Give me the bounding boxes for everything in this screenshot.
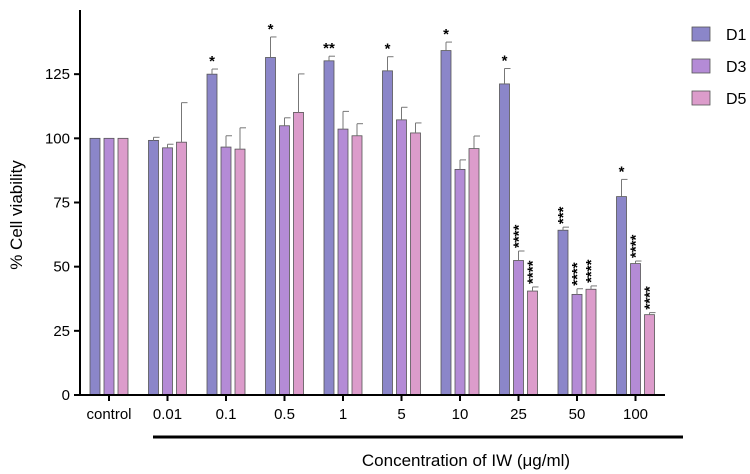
x-tick-label: 0.1 [216,406,237,423]
legend-label: D5 [726,91,747,108]
significance-marker: **** [583,259,600,283]
significance-marker: **** [525,260,542,284]
x-tick-label: 10 [452,406,469,423]
bar [323,60,335,396]
x-tick-label: 0.5 [274,406,295,423]
bar [234,148,246,396]
bar [220,146,232,396]
y-ticks: 0 25 50 75 100 125 [45,66,80,404]
bar [279,125,290,396]
significance-marker: * [268,21,274,38]
bar [206,73,218,396]
bar [585,288,597,396]
y-tick-label: 125 [45,66,70,83]
x-ticks: control 0.01 0.1 0.5 1 5 10 25 50 100 [86,395,648,423]
legend-swatch [691,90,711,106]
x-tick-label: 0.01 [153,406,182,423]
bar [616,196,627,396]
bar [468,148,480,396]
y-tick-label: 75 [53,195,70,212]
legend: D1 D3 D5 [691,26,747,108]
bar [265,57,276,396]
x-tick-label: 100 [623,406,648,423]
significance-marker: **** [511,224,528,248]
legend-swatch [691,58,711,74]
significance-marker: **** [642,286,659,310]
bar [89,137,101,396]
x-tick-label: 25 [510,406,527,423]
bar [513,260,524,396]
significance-marker: * [502,53,508,70]
bar [103,137,115,396]
significance-marker: * [385,41,391,58]
y-tick-label: 25 [53,323,70,340]
legend-label: D1 [726,27,747,44]
bar [162,147,173,396]
bar [148,139,159,396]
y-tick-label: 0 [62,387,70,404]
bar [440,50,452,396]
y-tick-label: 50 [53,259,70,276]
x-tick-label: 1 [339,406,347,423]
bar [499,83,510,396]
significance-marker: * [443,26,449,43]
significance-marker: * [619,163,625,180]
significance-marker: * [209,53,215,70]
bar [351,135,363,396]
legend-swatch [691,26,711,42]
bar [396,119,407,396]
significance-layer: **** ******************************* [209,21,658,310]
bar [630,263,641,396]
bar [571,293,583,396]
x-tick-label: 5 [397,406,405,423]
bar [527,290,538,396]
significance-marker: **** [628,235,645,259]
significance-marker: **** [569,262,586,286]
bar [337,128,349,396]
plot-area: **** ******************************* 0255… [45,10,665,423]
bars-layer [89,36,656,396]
significance-marker: *** [555,206,572,224]
y-tick-label: 100 [45,130,70,147]
significance-marker: ** [323,40,335,57]
bar [644,314,655,396]
bar [176,141,187,396]
x-axis-title: Concentration of IW (μg/ml) [362,451,570,470]
x-tick-label: 50 [569,406,586,423]
bar [293,112,304,396]
bar [382,70,393,396]
bar [117,137,129,396]
bar [454,168,466,396]
bar [557,229,569,396]
legend-label: D3 [726,59,747,76]
bar [410,132,421,396]
x-tick-label: control [86,406,131,423]
y-axis-title: % Cell viability [7,160,26,270]
